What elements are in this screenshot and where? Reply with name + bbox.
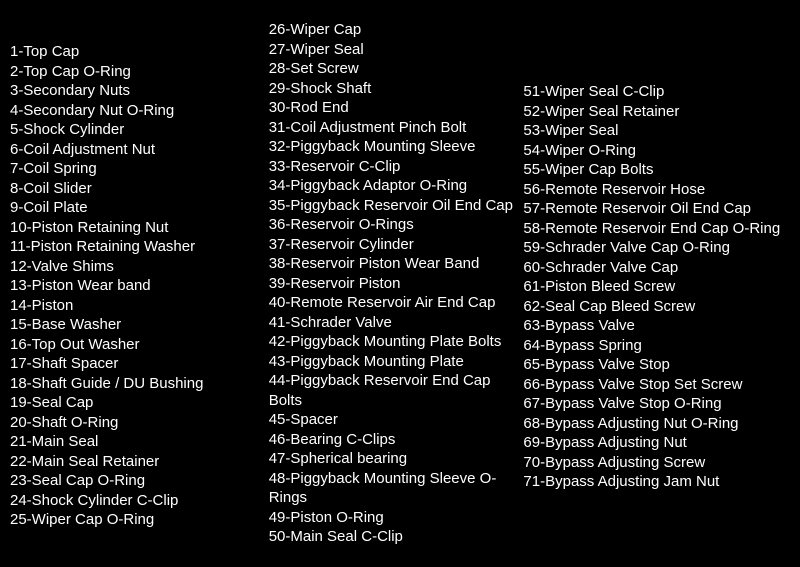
part-entry: 67-Bypass Valve Stop O-Ring — [523, 394, 790, 414]
part-entry: 13-Piston Wear band — [10, 276, 269, 296]
part-entry: 42-Piggyback Mounting Plate Bolts — [269, 332, 524, 352]
parts-column-3: 51-Wiper Seal C-Clip52-Wiper Seal Retain… — [523, 20, 790, 547]
part-entry: 55-Wiper Cap Bolts — [523, 160, 790, 180]
part-entry: 44-Piggyback Reservoir End Cap Bolts — [269, 371, 524, 410]
part-entry: 70-Bypass Adjusting Screw — [523, 453, 790, 473]
part-entry: 19-Seal Cap — [10, 393, 269, 413]
part-entry: 21-Main Seal — [10, 432, 269, 452]
parts-column-1: 1-Top Cap2-Top Cap O-Ring3-Secondary Nut… — [10, 20, 269, 547]
part-entry: 39-Reservoir Piston — [269, 274, 524, 294]
part-entry: 54-Wiper O-Ring — [523, 141, 790, 161]
part-entry: 48-Piggyback Mounting Sleeve O-Rings — [269, 469, 524, 508]
part-entry: 50-Main Seal C-Clip — [269, 527, 524, 547]
part-entry: 26-Wiper Cap — [269, 20, 524, 40]
part-entry: 10-Piston Retaining Nut — [10, 218, 269, 238]
part-entry: 28-Set Screw — [269, 59, 524, 79]
part-entry: 49-Piston O-Ring — [269, 508, 524, 528]
part-entry: 53-Wiper Seal — [523, 121, 790, 141]
part-entry: 34-Piggyback Adaptor O-Ring — [269, 176, 524, 196]
part-entry: 47-Spherical bearing — [269, 449, 524, 469]
part-entry: 62-Seal Cap Bleed Screw — [523, 297, 790, 317]
part-entry: 7-Coil Spring — [10, 159, 269, 179]
part-entry: 16-Top Out Washer — [10, 335, 269, 355]
part-entry: 1-Top Cap — [10, 42, 269, 62]
part-entry: 22-Main Seal Retainer — [10, 452, 269, 472]
part-entry: 2-Top Cap O-Ring — [10, 62, 269, 82]
part-entry: 32-Piggyback Mounting Sleeve — [269, 137, 524, 157]
part-entry: 40-Remote Reservoir Air End Cap — [269, 293, 524, 313]
part-entry: 3-Secondary Nuts — [10, 81, 269, 101]
part-entry: 60-Schrader Valve Cap — [523, 258, 790, 278]
part-entry: 15-Base Washer — [10, 315, 269, 335]
part-entry: 14-Piston — [10, 296, 269, 316]
part-entry: 65-Bypass Valve Stop — [523, 355, 790, 375]
part-entry: 8-Coil Slider — [10, 179, 269, 199]
part-entry: 64-Bypass Spring — [523, 336, 790, 356]
part-entry: 6-Coil Adjustment Nut — [10, 140, 269, 160]
part-entry: 12-Valve Shims — [10, 257, 269, 277]
part-entry: 46-Bearing C-Clips — [269, 430, 524, 450]
part-entry: 71-Bypass Adjusting Jam Nut — [523, 472, 790, 492]
part-entry: 11-Piston Retaining Washer — [10, 237, 269, 257]
part-entry: 33-Reservoir C-Clip — [269, 157, 524, 177]
part-entry: 23-Seal Cap O-Ring — [10, 471, 269, 491]
part-entry: 24-Shock Cylinder C-Clip — [10, 491, 269, 511]
part-entry: 4-Secondary Nut O-Ring — [10, 101, 269, 121]
part-entry: 27-Wiper Seal — [269, 40, 524, 60]
part-entry: 17-Shaft Spacer — [10, 354, 269, 374]
part-entry: 52-Wiper Seal Retainer — [523, 102, 790, 122]
part-entry: 61-Piston Bleed Screw — [523, 277, 790, 297]
part-entry: 58-Remote Reservoir End Cap O-Ring — [523, 219, 790, 239]
part-entry: 20-Shaft O-Ring — [10, 413, 269, 433]
part-entry: 37-Reservoir Cylinder — [269, 235, 524, 255]
part-entry: 57-Remote Reservoir Oil End Cap — [523, 199, 790, 219]
part-entry: 36-Reservoir O-Rings — [269, 215, 524, 235]
part-entry: 69-Bypass Adjusting Nut — [523, 433, 790, 453]
parts-list-container: 1-Top Cap2-Top Cap O-Ring3-Secondary Nut… — [10, 20, 790, 547]
part-entry: 51-Wiper Seal C-Clip — [523, 82, 790, 102]
part-entry: 29-Shock Shaft — [269, 79, 524, 99]
part-entry: 25-Wiper Cap O-Ring — [10, 510, 269, 530]
part-entry: 18-Shaft Guide / DU Bushing — [10, 374, 269, 394]
part-entry: 68-Bypass Adjusting Nut O-Ring — [523, 414, 790, 434]
part-entry: 41-Schrader Valve — [269, 313, 524, 333]
part-entry: 30-Rod End — [269, 98, 524, 118]
part-entry: 31-Coil Adjustment Pinch Bolt — [269, 118, 524, 138]
part-entry: 9-Coil Plate — [10, 198, 269, 218]
part-entry: 45-Spacer — [269, 410, 524, 430]
part-entry: 56-Remote Reservoir Hose — [523, 180, 790, 200]
part-entry: 35-Piggyback Reservoir Oil End Cap — [269, 196, 524, 216]
parts-column-2: 26-Wiper Cap27-Wiper Seal28-Set Screw29-… — [269, 20, 524, 547]
part-entry: 5-Shock Cylinder — [10, 120, 269, 140]
part-entry: 59-Schrader Valve Cap O-Ring — [523, 238, 790, 258]
part-entry: 43-Piggyback Mounting Plate — [269, 352, 524, 372]
part-entry: 66-Bypass Valve Stop Set Screw — [523, 375, 790, 395]
part-entry: 63-Bypass Valve — [523, 316, 790, 336]
part-entry: 38-Reservoir Piston Wear Band — [269, 254, 524, 274]
